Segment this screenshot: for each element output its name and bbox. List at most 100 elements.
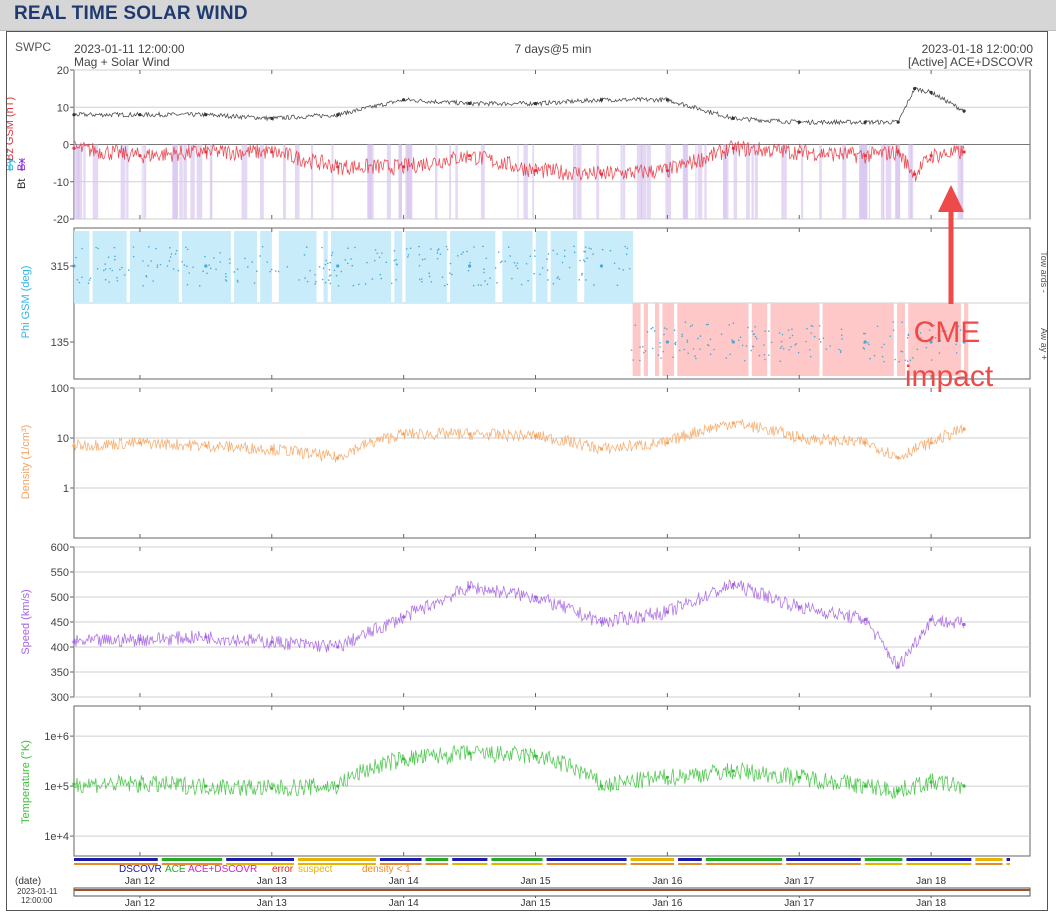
phi-pt-357 — [751, 330, 753, 333]
phi-pt-379 — [225, 275, 227, 278]
temp-point-9 — [665, 775, 669, 779]
phi-pt-137 — [374, 249, 377, 251]
phi-pt-381 — [689, 325, 692, 328]
phi-pt-143 — [81, 247, 83, 250]
phi-pt-161 — [204, 255, 206, 258]
phi-pt-324 — [96, 268, 99, 270]
phi-band-180 — [744, 303, 749, 376]
phi-pt-223 — [208, 264, 210, 266]
phi-band-86 — [394, 231, 399, 303]
bz-south-band-20 — [723, 144, 729, 219]
phi-band-72 — [342, 231, 347, 303]
bz-point-5 — [402, 165, 406, 169]
date-axis-label: (date) — [15, 876, 41, 887]
bt-point-9 — [665, 98, 669, 102]
phi-pt-195 — [666, 328, 668, 330]
phi-pt-326 — [269, 270, 271, 273]
phi-band-159 — [666, 303, 671, 376]
phi-pt-146 — [754, 335, 757, 338]
phi-pt-311 — [509, 255, 512, 257]
source-segment-1 — [161, 858, 223, 861]
phi-pt-44 — [225, 280, 228, 282]
phi-band-92 — [416, 231, 421, 303]
phi-band-82 — [379, 231, 384, 303]
speed-point-2 — [204, 635, 208, 639]
speed-point-12 — [863, 617, 867, 622]
phi-pt-177 — [962, 334, 965, 336]
phi-pt-4 — [236, 268, 239, 271]
phi-pt-399 — [584, 279, 587, 281]
phi-band-239 — [964, 303, 969, 376]
phi-pt-157 — [321, 278, 324, 281]
phi-band-207 — [844, 303, 850, 376]
phi-pt-250 — [563, 249, 566, 252]
phi-band-183 — [755, 303, 760, 376]
phi-band-208 — [848, 303, 853, 376]
density-ytick-label-1: 10 — [57, 433, 69, 445]
phi-pt-329 — [418, 278, 421, 281]
legend-both: ACE+DSCOVR — [188, 864, 257, 875]
speed-point-5 — [402, 615, 406, 619]
phi-pt-384 — [76, 278, 79, 281]
phi-pt-352 — [314, 283, 316, 285]
phi-band-19 — [144, 231, 149, 303]
phi-band-67 — [323, 231, 328, 303]
phi-band-142 — [602, 231, 608, 303]
phi-band-98 — [438, 231, 444, 303]
phi-pt-169 — [107, 256, 110, 259]
phi-band-233 — [941, 303, 946, 376]
phi-pt-355 — [379, 273, 382, 276]
speed-ytick-label-2: 500 — [51, 592, 69, 604]
phi-band-139 — [591, 231, 596, 303]
phi-ytick-label-1: 135 — [51, 337, 69, 349]
phi-pt-124 — [233, 271, 236, 273]
temp-point-11 — [797, 775, 801, 779]
phi-band-182 — [751, 303, 757, 376]
phi-pt-415 — [326, 262, 329, 265]
phi-band-192 — [789, 303, 794, 376]
phi-band-120 — [520, 231, 526, 303]
phi-pt-359 — [720, 333, 723, 336]
phi-pt-314 — [256, 270, 258, 273]
phi-band-130 — [558, 231, 563, 303]
bz-south-band-74 — [754, 144, 758, 219]
phi-pt-312 — [259, 255, 261, 257]
phi-pt-397 — [436, 249, 439, 252]
phi-pt-376 — [889, 335, 892, 337]
bz-south-band-71 — [868, 144, 871, 219]
phi-band-137 — [584, 231, 589, 303]
phi-band-237 — [956, 303, 961, 376]
temp-point-15 — [962, 784, 966, 788]
phi-band-71 — [338, 231, 343, 303]
source-flag-16 — [1006, 863, 1010, 865]
source-flag-6 — [452, 863, 488, 865]
phi-pt-10 — [939, 339, 942, 342]
bz-south-band-38 — [596, 144, 600, 219]
bz-south-band-72 — [860, 144, 866, 219]
phi-pt-304 — [219, 252, 222, 254]
phi-pt-167 — [407, 256, 409, 258]
phi-pt-356 — [418, 245, 420, 248]
phi-pt-179 — [436, 257, 439, 260]
phi-pt-295 — [673, 329, 676, 332]
phi-band-164 — [684, 303, 689, 376]
phi-pt-319 — [472, 284, 475, 287]
phi-pt-113 — [651, 326, 654, 329]
phi-pt-40 — [892, 329, 895, 332]
phi-pt-308 — [441, 276, 444, 278]
source-segment-16 — [1006, 858, 1010, 861]
phi-pt-185 — [186, 248, 189, 251]
phi-band-76 — [357, 231, 362, 303]
phi-pt-163 — [147, 264, 150, 267]
phi-pt-368 — [906, 360, 909, 362]
density-point-8 — [599, 447, 604, 451]
cme-label-line1: CME — [914, 316, 981, 349]
phi-pt-86 — [266, 261, 269, 263]
phi-pt-73 — [556, 253, 558, 255]
phi-pt-273 — [546, 258, 548, 260]
phi-pt-291 — [705, 323, 708, 326]
phi-band-7 — [100, 231, 105, 303]
phi-pt-99 — [298, 279, 300, 281]
phi-pt-39 — [643, 351, 645, 354]
phi-band-229 — [926, 303, 932, 376]
